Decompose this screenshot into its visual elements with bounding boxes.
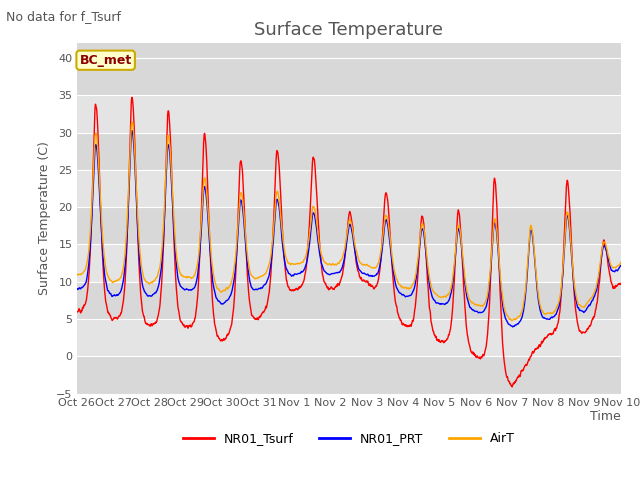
Bar bbox=[77, 319, 621, 356]
Title: Surface Temperature: Surface Temperature bbox=[254, 21, 444, 39]
Legend: NR01_Tsurf, NR01_PRT, AirT: NR01_Tsurf, NR01_PRT, AirT bbox=[178, 427, 520, 450]
Bar bbox=[77, 207, 621, 244]
Bar bbox=[77, 356, 621, 394]
Bar bbox=[77, 170, 621, 207]
Bar bbox=[77, 132, 621, 170]
Bar bbox=[77, 282, 621, 319]
Bar bbox=[77, 244, 621, 282]
Bar bbox=[77, 96, 621, 132]
Bar bbox=[77, 58, 621, 96]
X-axis label: Time: Time bbox=[590, 410, 621, 423]
Text: No data for f_Tsurf: No data for f_Tsurf bbox=[6, 10, 122, 23]
Y-axis label: Surface Temperature (C): Surface Temperature (C) bbox=[38, 142, 51, 295]
Text: BC_met: BC_met bbox=[79, 54, 132, 67]
